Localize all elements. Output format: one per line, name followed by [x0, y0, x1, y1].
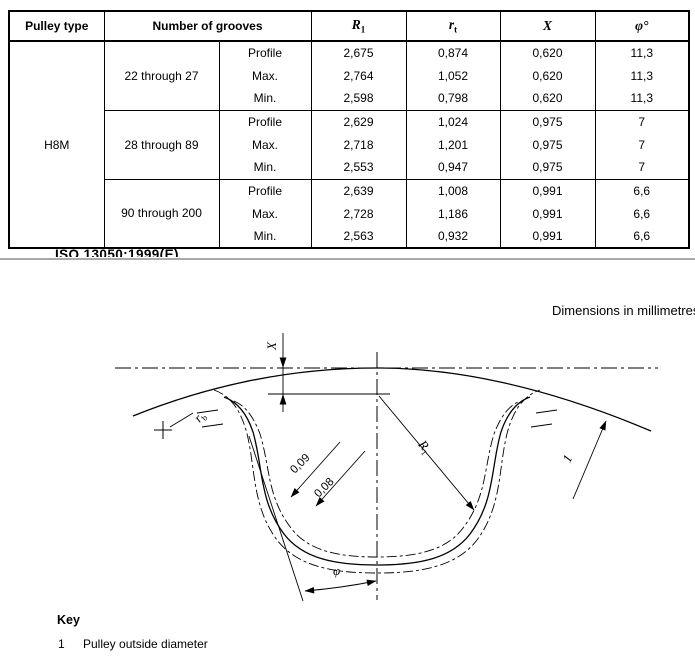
cell-phi: 6,6	[594, 178, 690, 202]
cell-groove-range: 90 through 200	[103, 178, 220, 248]
cell-row-label: Min.	[218, 225, 312, 248]
table-row: 28 through 89 Profile 2,629 1,024 0,975 7	[9, 109, 690, 179]
tol-inner-leader	[315, 450, 366, 507]
cell-phi: 7	[594, 109, 690, 133]
cell-row-label: Max.	[218, 64, 312, 87]
cell-row-label: Min.	[218, 156, 312, 179]
tol-outer-leader	[290, 441, 341, 498]
x-dim-arrow-up	[279, 394, 287, 405]
table-header-row: Pulley type Number of grooves R1 rt X φ°	[8, 11, 690, 42]
header-rt-symbol: r	[448, 17, 455, 33]
cell-groove-range: 28 through 89	[103, 109, 220, 179]
cell-row-label: Max.	[218, 202, 312, 225]
cell-rt: 0,798	[405, 87, 501, 110]
cell-rt: 0,874	[405, 41, 501, 64]
table-row: 90 through 200 Profile 2,639 1,008 0,991 6,6	[9, 178, 690, 248]
header-r1-subscript: 1	[360, 24, 366, 35]
cell-r1: 2,675	[310, 41, 407, 64]
cell-x: 0,991	[499, 202, 596, 225]
cell-row-label: Profile	[218, 41, 312, 64]
cell-r1: 2,598	[310, 87, 407, 110]
groove-profile-curve	[223, 396, 531, 566]
cell-rt: 1,201	[405, 133, 501, 156]
cell-r1: 2,764	[310, 64, 407, 87]
left-lip-tick-marks	[196, 409, 224, 428]
cell-row-label: Profile	[218, 109, 312, 133]
cell-rt: 0,932	[405, 225, 501, 248]
header-r1-symbol: R	[351, 17, 361, 33]
header-x: X	[499, 11, 596, 42]
right-lip-tick-marks	[530, 409, 558, 428]
cell-row-label: Min.	[218, 87, 312, 110]
table-row: Min. 2,553 0,947 0,975 7	[9, 156, 690, 179]
header-rt-subscript: t	[454, 24, 458, 35]
cell-phi: 11,3	[594, 87, 690, 110]
phi-dim-label: φ	[333, 563, 340, 578]
table-row: Min. 2,563 0,932 0,991 6,6	[9, 225, 690, 248]
rb-dim-label: rb	[191, 408, 210, 426]
r1-dim-line	[378, 395, 475, 511]
cell-row-label: Profile	[218, 178, 312, 202]
page-boundary-rule	[0, 258, 695, 260]
phi-angle-arc	[304, 579, 377, 594]
r1-dim-label: R1	[413, 436, 435, 457]
cell-rt: 1,024	[405, 109, 501, 133]
callout-1-leader	[572, 420, 607, 500]
cell-x: 0,975	[499, 133, 596, 156]
cell-row-label: Max.	[218, 133, 312, 156]
cell-rt: 1,186	[405, 202, 501, 225]
table-row: Min. 2,598 0,798 0,620 11,3	[9, 87, 690, 110]
cell-x: 0,620	[499, 41, 596, 64]
cell-r1: 2,629	[310, 109, 407, 133]
tolerance-curve-outer	[213, 389, 541, 574]
outside-diameter-arc	[132, 367, 652, 432]
flank-extension-line	[248, 435, 304, 602]
key-item-number: 1	[58, 637, 65, 651]
callout-1-label: 1	[559, 452, 575, 465]
table-row: Max. 2,718 1,201 0,975 7	[9, 133, 690, 156]
header-number-of-grooves: Number of grooves	[103, 11, 312, 42]
cell-phi: 11,3	[594, 64, 690, 87]
x-dim-label: X	[264, 341, 279, 351]
rb-center-cross	[154, 421, 172, 439]
header-pulley-type: Pulley type	[8, 11, 105, 42]
cell-x: 0,620	[499, 64, 596, 87]
key-title: Key	[57, 613, 80, 627]
table-row: Max. 2,764 1,052 0,620 11,3	[9, 64, 690, 87]
cell-x: 0,620	[499, 87, 596, 110]
cell-phi: 6,6	[594, 202, 690, 225]
cell-phi: 7	[594, 133, 690, 156]
cell-x: 0,975	[499, 109, 596, 133]
tolerance-curve-inner	[233, 400, 521, 558]
cell-x: 0,975	[499, 156, 596, 179]
cell-r1: 2,639	[310, 178, 407, 202]
clipped-iso-page-label: ISO 13050:1999(E)	[55, 247, 179, 257]
table-row: Max. 2,728 1,186 0,991 6,6	[9, 202, 690, 225]
header-phi: φ°	[594, 11, 690, 42]
cell-rt: 0,947	[405, 156, 501, 179]
cell-r1: 2,728	[310, 202, 407, 225]
rb-leader-line	[169, 412, 194, 428]
header-r1: R1	[310, 11, 407, 42]
cell-r1: 2,553	[310, 156, 407, 179]
cell-rt: 1,008	[405, 178, 501, 202]
key-item-text: Pulley outside diameter	[83, 637, 208, 651]
groove-dimensions-table: Pulley type Number of grooves R1 rt X φ°…	[8, 10, 691, 249]
cell-phi: 11,3	[594, 41, 690, 64]
cell-phi: 6,6	[594, 225, 690, 248]
tol-outer-label: 0,09	[288, 452, 312, 476]
x-dim-arrow-down	[279, 357, 287, 368]
dimensions-note: Dimensions in millimetres	[552, 303, 695, 318]
clipped-dimensions-note-top: Dimensions in millimetres	[537, 0, 687, 4]
cell-phi: 7	[594, 156, 690, 179]
header-rt: rt	[405, 11, 501, 42]
